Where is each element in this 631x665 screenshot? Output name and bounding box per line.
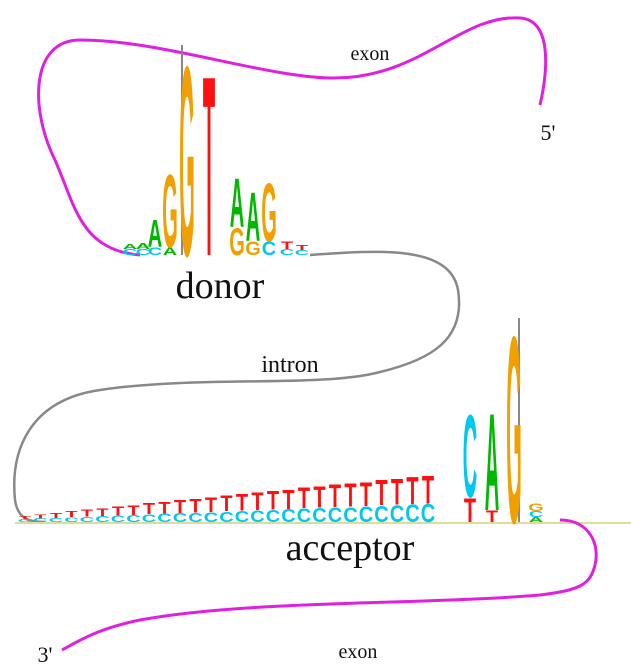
logo-letter: T [127, 502, 140, 518]
donor-label: donor [176, 265, 265, 307]
logo-letter: T [189, 496, 201, 518]
logo-letter: T [422, 467, 435, 513]
logo-letter: T [50, 512, 62, 520]
logo-letter: T [158, 498, 171, 517]
logo-letter: T [344, 476, 356, 514]
logo-letter: T [298, 483, 310, 516]
exon-label: exon [351, 43, 390, 65]
logo-letter: T [375, 474, 387, 514]
logo-letter: T [296, 244, 308, 252]
logo-letter: T [236, 489, 249, 516]
logo-letter: T [220, 492, 232, 516]
logo-letter: T [19, 516, 31, 521]
splice-diagram: CACACAAGGTGAGACGCTCTCTCTCTCTCTCTCTCTCTCT… [0, 0, 631, 665]
five-prime-label: 5' [541, 120, 556, 145]
exon-label: exon [339, 641, 378, 663]
logo-letter: A [485, 385, 499, 540]
logo-letter: T [267, 486, 280, 515]
logo-letter: G [506, 282, 522, 580]
logo-letter: T [81, 509, 94, 520]
logo-letter: T [360, 475, 372, 514]
logo-letter: T [406, 469, 418, 513]
acceptor-label: acceptor [286, 527, 415, 569]
logo-letter: G [162, 153, 178, 270]
logo-letter: G [528, 501, 544, 513]
logo-letter: A [148, 212, 162, 256]
logo-letter: A [230, 164, 244, 241]
logo-letter: T [313, 482, 325, 515]
logo-letter: T [205, 494, 218, 516]
logo-letter: T [96, 506, 108, 518]
intron-label: intron [261, 352, 318, 378]
logo-letter: T [391, 472, 404, 513]
logo-letter: T [34, 514, 46, 520]
logo-letter: C [463, 390, 477, 522]
logo-letter: T [282, 485, 294, 516]
logo-letter: A [246, 178, 260, 255]
logo-letter: T [251, 488, 263, 516]
logo-letter: T [174, 498, 187, 518]
logo-letter: T [329, 478, 341, 514]
logo-letter: T [143, 500, 155, 517]
logo-letter: T [65, 510, 78, 519]
three-prime-label: 3' [38, 642, 53, 665]
logo-letter: G [261, 165, 277, 259]
logo-letter: T [112, 504, 124, 518]
logo-letter: T [281, 239, 293, 251]
